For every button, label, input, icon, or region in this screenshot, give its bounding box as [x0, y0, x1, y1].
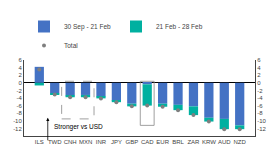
svg-text:4: 4 [257, 65, 261, 71]
svg-text:CNH: CNH [64, 139, 77, 145]
svg-text:-4: -4 [257, 95, 263, 101]
svg-text:BRL: BRL [172, 139, 184, 145]
svg-text:INR: INR [96, 139, 107, 145]
svg-text:ILS: ILS [35, 139, 44, 145]
svg-text:-12: -12 [13, 125, 22, 131]
svg-text:-2: -2 [257, 88, 263, 94]
svg-text:0: 0 [257, 80, 261, 86]
svg-text:TWD: TWD [48, 139, 62, 145]
svg-text:21 Feb - 28 Feb: 21 Feb - 28 Feb [156, 23, 203, 30]
svg-text:-6: -6 [16, 103, 22, 109]
svg-text:-6: -6 [257, 103, 263, 109]
svg-text:2: 2 [257, 72, 261, 78]
svg-text:MXN: MXN [79, 139, 92, 145]
svg-text:KRW: KRW [202, 139, 216, 145]
svg-text:Total: Total [64, 42, 78, 49]
svg-text:JPY: JPY [111, 139, 122, 145]
svg-text:AUD: AUD [218, 139, 231, 145]
svg-text:6: 6 [18, 57, 22, 63]
svg-text:GBP: GBP [125, 139, 138, 145]
svg-text:CAD: CAD [141, 139, 154, 145]
svg-text:NZD: NZD [234, 139, 247, 145]
svg-text:-8: -8 [16, 110, 22, 116]
svg-text:30 Sep - 21 Feb: 30 Sep - 21 Feb [64, 23, 111, 31]
svg-text:-8: -8 [257, 110, 263, 116]
svg-text:-10: -10 [13, 118, 22, 124]
svg-text:-10: -10 [257, 118, 266, 124]
svg-text:0: 0 [18, 80, 22, 86]
svg-text:-12: -12 [257, 125, 266, 131]
svg-text:ZAR: ZAR [187, 139, 200, 145]
svg-text:6: 6 [257, 57, 261, 63]
svg-text:EUR: EUR [156, 139, 169, 145]
svg-text:Stronger vs USD: Stronger vs USD [54, 123, 103, 131]
svg-text:-2: -2 [16, 88, 22, 94]
svg-text:4: 4 [18, 65, 22, 71]
svg-text:2: 2 [18, 72, 22, 78]
svg-text:-4: -4 [16, 95, 22, 101]
